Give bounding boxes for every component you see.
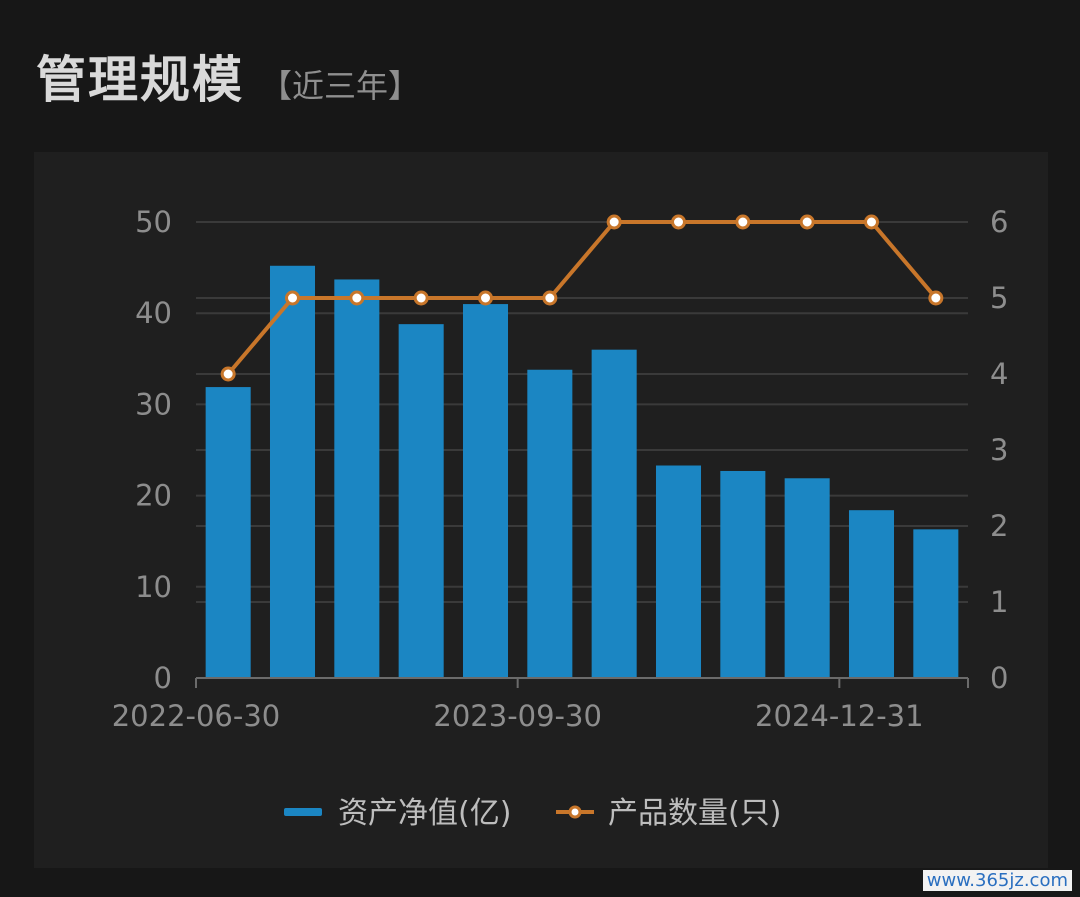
page-title: 管理规模	[36, 51, 244, 109]
line-layer	[220, 214, 944, 382]
y-right-tick-label: 0	[990, 661, 1008, 695]
line-point	[928, 290, 944, 306]
bar-layer	[205, 265, 959, 678]
y-right-tick-label: 4	[990, 357, 1008, 391]
y-left-tick-label: 10	[135, 570, 172, 604]
y-right-tick-label: 3	[990, 433, 1008, 467]
line-point	[478, 290, 493, 306]
y-left-tick-label: 20	[135, 479, 172, 513]
line-point	[864, 214, 879, 230]
bar	[398, 324, 444, 678]
page-subtitle: 【近三年】	[260, 67, 421, 105]
line-point	[606, 214, 622, 230]
y-left-tick-label: 30	[135, 387, 172, 421]
line-point	[285, 290, 300, 306]
y-left-tick-label: 0	[154, 661, 172, 695]
bar	[527, 369, 573, 678]
legend-line-label: 产品数量(只)	[608, 796, 781, 831]
combo-chart: 2022-06-30 2023-09-30 2024-12-310102030405…	[112, 205, 1009, 831]
x-tick-label: 2022-06-30	[112, 699, 281, 733]
bar	[205, 387, 251, 678]
x-tick-label: 2024-12-31	[755, 699, 924, 733]
bar	[848, 510, 895, 678]
y-right-tick-label: 1	[990, 585, 1008, 619]
legend-bar-label: 资产净值(亿)	[338, 796, 511, 831]
series-line	[226, 220, 938, 376]
bar	[913, 529, 959, 678]
line-point	[542, 290, 558, 306]
bar	[462, 304, 509, 678]
chart-panel: 2022-06-30 2023-09-30 2024-12-31 0 10 20 30 40 5…	[34, 152, 1048, 868]
bar	[269, 265, 316, 678]
header: 管理规模 【近三年】	[36, 40, 420, 112]
line-point	[413, 290, 429, 306]
bar	[720, 470, 766, 678]
y-left-tick-label: 50	[135, 205, 172, 239]
line-point	[349, 290, 365, 306]
legend: 资产净值(亿) 产品数量(只)	[284, 796, 781, 831]
legend-line-marker	[568, 805, 582, 819]
y-right-tick-label: 2	[990, 509, 1008, 543]
axis-layer: 2022-06-30 2023-09-30 2024-12-310102030405…	[112, 205, 1009, 733]
x-tick-label: 2023-09-30	[433, 699, 602, 733]
bar	[591, 349, 637, 678]
bar	[334, 279, 380, 678]
line-point	[671, 214, 686, 230]
grid-layer	[196, 221, 968, 603]
watermark: www.365jz.com	[922, 870, 1072, 891]
bar	[784, 478, 830, 678]
legend-bar-swatch	[284, 808, 322, 816]
line-point	[799, 214, 815, 230]
y-right-tick-label: 6	[990, 205, 1008, 239]
line-point	[220, 366, 236, 382]
y-right-tick-label: 5	[990, 281, 1008, 315]
y-left-tick-label: 40	[135, 296, 172, 330]
line-point	[735, 214, 751, 230]
bar	[655, 465, 702, 678]
